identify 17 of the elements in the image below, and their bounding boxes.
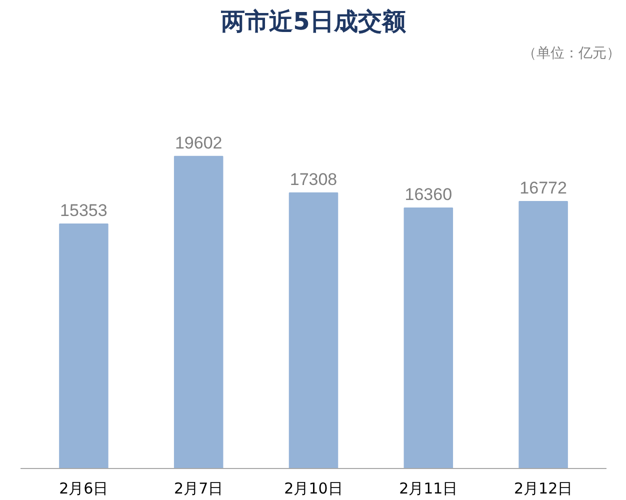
data-label: 19602 bbox=[174, 133, 222, 152]
bar bbox=[288, 192, 338, 468]
text: （单位：亿元） bbox=[522, 46, 620, 62]
bar bbox=[59, 224, 108, 468]
x-tick-label: 2月7日 bbox=[174, 480, 224, 498]
x-tick-label: 2月11日 bbox=[399, 480, 458, 498]
x-tick-label: 2月12日 bbox=[514, 480, 573, 498]
bar bbox=[518, 200, 568, 468]
bar bbox=[174, 156, 224, 468]
chart-title: 两市近5日成交额 bbox=[220, 8, 407, 36]
data-label: 17308 bbox=[290, 170, 338, 189]
bar bbox=[404, 208, 454, 468]
data-label: 15353 bbox=[60, 201, 108, 220]
x-tick-label: 2月6日 bbox=[59, 480, 108, 498]
x-tick-label: 2月10日 bbox=[284, 480, 343, 498]
data-label: 16360 bbox=[404, 185, 452, 204]
data-label: 16772 bbox=[520, 178, 567, 198]
